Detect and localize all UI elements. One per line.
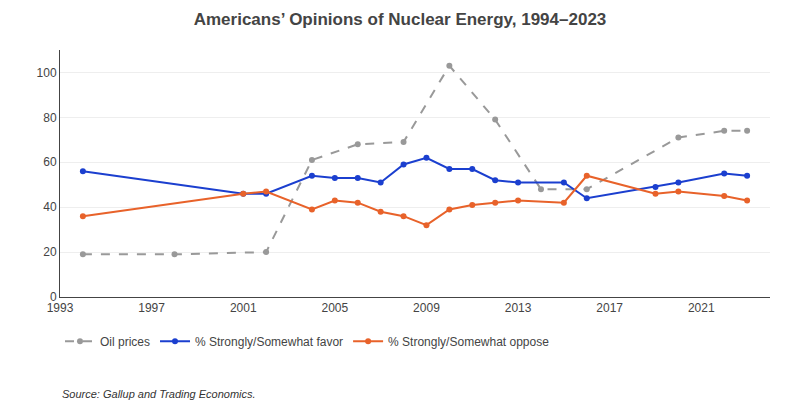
svg-text:1993: 1993 [47, 301, 74, 315]
svg-text:40: 40 [43, 200, 57, 214]
svg-text:2005: 2005 [321, 301, 348, 315]
svg-text:2009: 2009 [413, 301, 440, 315]
svg-text:0: 0 [50, 290, 57, 304]
svg-text:2001: 2001 [230, 301, 257, 315]
svg-text:80: 80 [43, 111, 57, 125]
svg-text:20: 20 [43, 245, 57, 259]
svg-text:100: 100 [37, 66, 57, 80]
svg-text:% Strongly/Somewhat favor: % Strongly/Somewhat favor [195, 335, 343, 349]
svg-text:2013: 2013 [505, 301, 532, 315]
svg-text:Oil prices: Oil prices [100, 335, 150, 349]
svg-text:Source: Gallup and Trading Eco: Source: Gallup and Trading Economics. [62, 388, 256, 400]
svg-text:60: 60 [43, 155, 57, 169]
svg-text:1997: 1997 [138, 301, 165, 315]
svg-text:Americans’ Opinions of Nuclear: Americans’ Opinions of Nuclear Energy, 1… [194, 10, 607, 29]
svg-text:2017: 2017 [596, 301, 623, 315]
svg-text:2021: 2021 [688, 301, 715, 315]
svg-text:% Strongly/Somewhat oppose: % Strongly/Somewhat oppose [388, 335, 549, 349]
